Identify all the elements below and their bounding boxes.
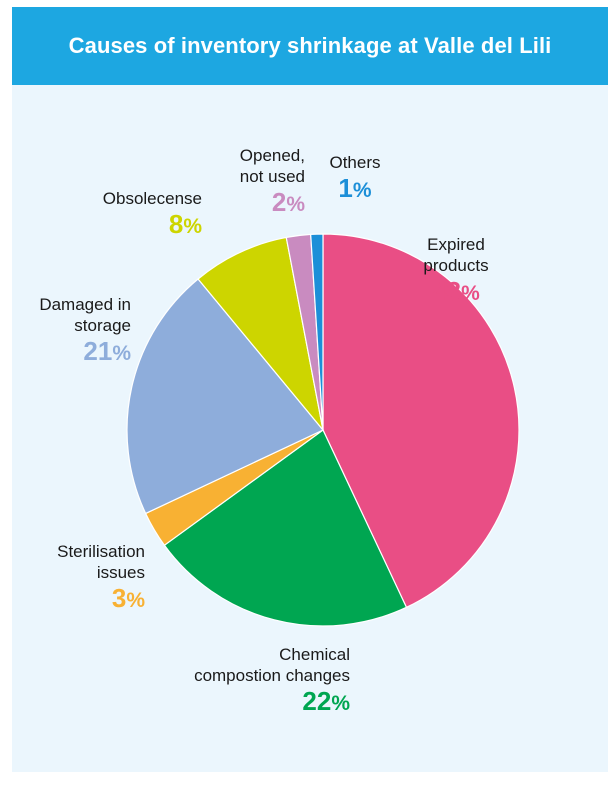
label-others-line-1: Others <box>329 153 381 172</box>
value-opened-not-used: 2% <box>105 187 305 220</box>
label-obsolecense: Obsolecense 8% <box>2 188 202 242</box>
value-others-percent-sign: % <box>352 179 372 202</box>
chart-title: Causes of inventory shrinkage at Valle d… <box>68 33 552 58</box>
label-sterilisation-issues-line-1: Sterilisation <box>57 542 145 561</box>
label-damaged-in-storage-line-2: storage <box>74 316 131 335</box>
label-others: Others 1% <box>255 152 455 206</box>
value-damaged-in-storage-number: 21 <box>83 336 113 366</box>
label-expired-products: Expired products 43% <box>356 234 556 309</box>
value-damaged-in-storage: 21% <box>0 336 131 369</box>
value-chemical-compostion-changes-percent-sign: % <box>331 692 350 715</box>
value-sterilisation-issues: 3% <box>0 583 145 616</box>
label-opened-not-used: Opened, not used 2% <box>105 145 305 220</box>
value-chemical-compostion-changes-number: 22 <box>302 686 332 716</box>
value-sterilisation-issues-number: 3 <box>111 583 127 613</box>
value-obsolecense-percent-sign: % <box>183 215 202 238</box>
label-opened-not-used-line-2: not used <box>239 167 305 186</box>
label-chemical-compostion-changes-line-1: Chemical <box>279 645 350 664</box>
chart-header: Causes of inventory shrinkage at Valle d… <box>12 7 608 85</box>
pie-slice-others <box>310 233 324 431</box>
value-others: 1% <box>255 173 455 206</box>
label-obsolecense-line-1: Obsolecense <box>102 189 202 208</box>
value-chemical-compostion-changes: 22% <box>150 686 350 719</box>
value-others-number: 1 <box>338 173 353 203</box>
value-obsolecense: 8% <box>2 209 202 242</box>
label-expired-products-line-1: Expired <box>427 235 485 254</box>
label-sterilisation-issues: Sterilisation issues 3% <box>0 541 145 616</box>
pie-slices <box>126 233 520 627</box>
value-expired-products: 43% <box>356 276 556 309</box>
pie-slice-damaged-in-storage <box>126 278 324 515</box>
label-chemical-compostion-changes: Chemical compostion changes 22% <box>150 644 350 719</box>
value-opened-not-used-number: 2 <box>271 187 287 217</box>
pie-slice-obsolecense <box>197 236 324 431</box>
label-sterilisation-issues-line-2: issues <box>96 563 145 582</box>
value-damaged-in-storage-percent-sign: % <box>112 342 131 365</box>
value-sterilisation-issues-percent-sign: % <box>126 589 145 612</box>
label-chemical-compostion-changes-line-2: compostion changes <box>194 666 350 685</box>
value-expired-products-number: 43 <box>432 276 462 306</box>
value-obsolecense-number: 8 <box>168 209 184 239</box>
value-expired-products-percent-sign: % <box>461 282 480 305</box>
pie-slice-chemical-compostion-changes <box>163 429 408 627</box>
pie-slice-expired-products <box>322 233 520 609</box>
label-opened-not-used-line-1: Opened, <box>239 146 305 165</box>
label-expired-products-line-2: products <box>423 256 489 275</box>
value-opened-not-used-percent-sign: % <box>286 193 305 216</box>
label-damaged-in-storage: Damaged in storage 21% <box>0 294 131 369</box>
label-damaged-in-storage-line-1: Damaged in <box>39 295 131 314</box>
